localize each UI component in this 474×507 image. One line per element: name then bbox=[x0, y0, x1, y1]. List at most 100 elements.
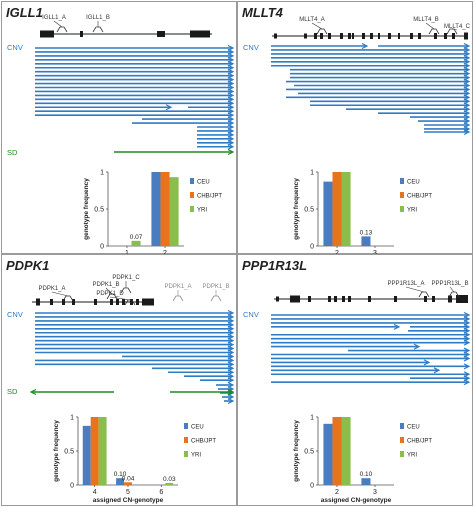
x-tick-label: 4 bbox=[93, 489, 97, 496]
legend-swatch bbox=[184, 437, 188, 443]
y-tick-label: 0.5 bbox=[64, 449, 74, 456]
gene-title: PDPK1 bbox=[6, 258, 50, 273]
x-tick-label: 2 bbox=[335, 250, 339, 255]
cnv-arrow-head bbox=[463, 128, 471, 136]
y-axis-label: genotype frequency bbox=[293, 178, 300, 240]
data-label: 0.03 bbox=[163, 476, 176, 483]
y-axis-label: genotype frequency bbox=[83, 178, 90, 240]
y-tick-label: 1 bbox=[100, 170, 104, 177]
legend-swatch bbox=[400, 192, 404, 198]
gene-exon bbox=[464, 32, 468, 40]
bar bbox=[169, 177, 179, 246]
legend-label: CEU bbox=[407, 180, 420, 186]
legend-swatch bbox=[400, 423, 404, 429]
gene-exon bbox=[130, 299, 133, 305]
cnv-label: CNV bbox=[7, 43, 23, 52]
bar bbox=[361, 236, 371, 246]
legend-label: YRI bbox=[407, 208, 417, 214]
legend-swatch bbox=[184, 451, 188, 457]
gene-exon bbox=[36, 298, 40, 306]
gene-exon bbox=[50, 299, 53, 305]
gene-exon bbox=[40, 30, 54, 38]
gene-exon bbox=[432, 296, 435, 302]
legend-label: YRI bbox=[191, 453, 201, 459]
x-tick-label: 2 bbox=[335, 489, 339, 496]
bar bbox=[323, 181, 333, 246]
data-label: 0.04 bbox=[122, 475, 135, 482]
legend-label: YRI bbox=[407, 453, 417, 459]
gene-title: PPP1R13L bbox=[242, 258, 308, 273]
gene-exon bbox=[80, 31, 83, 37]
probe-leader bbox=[109, 296, 131, 301]
panel-ppp1r13l: PPP1R13L PPP1R13L_A PPP1R13L_B CNV 0 0.5 1 gen… bbox=[237, 254, 473, 506]
cnv-arrow-head bbox=[423, 359, 431, 366]
cnv-arrow-head bbox=[463, 355, 471, 362]
gene-exon bbox=[328, 296, 331, 302]
legend-swatch bbox=[190, 206, 194, 212]
x-tick-label: 2 bbox=[163, 250, 167, 255]
cnv-arrow-head bbox=[433, 367, 441, 374]
cnv-arrow-head bbox=[393, 323, 401, 330]
bar bbox=[332, 172, 342, 246]
gene-exon bbox=[340, 33, 343, 39]
probe-bracket bbox=[172, 295, 184, 302]
gene-exon bbox=[434, 33, 437, 39]
gene-exon bbox=[378, 33, 380, 39]
gene-exon bbox=[320, 33, 323, 39]
probe-leader bbox=[449, 286, 455, 293]
probe-label: PDPK1_C bbox=[112, 275, 140, 281]
gene-exon bbox=[116, 299, 119, 305]
y-tick-label: 0 bbox=[100, 244, 104, 251]
data-label: 0.10 bbox=[114, 471, 127, 478]
x-axis-label: assigned CN-genotype bbox=[321, 497, 392, 504]
gene-exon bbox=[388, 33, 391, 39]
panel-mllt4: MLLT4 MLLT4_A MLLT4_B MLLT4_C CNV 0 0.5 1 genot… bbox=[237, 1, 473, 255]
y-tick-label: 1 bbox=[310, 415, 314, 422]
gene-exon bbox=[424, 296, 427, 302]
gene-exon bbox=[410, 33, 413, 39]
y-tick-label: 0.5 bbox=[304, 449, 314, 456]
sd-arrow-head bbox=[227, 388, 235, 396]
legend-swatch bbox=[190, 178, 194, 184]
gene-exon bbox=[314, 33, 317, 39]
panel-graphic: IGLL1_A IGLL1_B CNV SD 0 0.5 1 genotype frequen… bbox=[7, 15, 235, 255]
cnv-arrow-head bbox=[463, 379, 471, 386]
gene-exon bbox=[362, 33, 365, 39]
probe-label: PDPK1_A bbox=[164, 284, 191, 290]
legend-swatch bbox=[184, 423, 188, 429]
sd-label: SD bbox=[7, 148, 18, 157]
legend-label: CEU bbox=[197, 180, 210, 186]
gene-exon bbox=[276, 296, 279, 302]
probe-bracket bbox=[92, 26, 104, 33]
probe-bracket bbox=[56, 26, 68, 33]
gene-exon bbox=[348, 296, 351, 302]
bar bbox=[82, 425, 91, 485]
y-tick-label: 0 bbox=[310, 483, 314, 490]
y-axis-label: genotype frequency bbox=[53, 420, 60, 482]
bar bbox=[98, 417, 107, 485]
bar bbox=[116, 478, 125, 485]
cnv-arrow-head bbox=[413, 343, 421, 350]
gene-exon bbox=[308, 296, 311, 302]
probe-leader bbox=[105, 287, 113, 295]
probe-label: MLLT4_A bbox=[299, 17, 325, 23]
legend-label: CHB/JPT bbox=[197, 194, 222, 200]
legend-label: CHB/JPT bbox=[191, 439, 216, 445]
bar bbox=[160, 172, 170, 246]
bar bbox=[131, 240, 141, 246]
y-tick-label: 0.5 bbox=[94, 207, 104, 214]
x-tick-label: 5 bbox=[126, 489, 130, 496]
cnv-label: CNV bbox=[243, 43, 259, 52]
x-axis-label: assigned CN-genotype bbox=[93, 497, 164, 504]
bar bbox=[151, 172, 161, 246]
legend-swatch bbox=[190, 192, 194, 198]
cnv-arrow-head bbox=[227, 143, 235, 150]
y-tick-label: 1 bbox=[70, 415, 74, 422]
cnv-arrow-head bbox=[227, 397, 235, 405]
probe-label: PDPK1_B bbox=[92, 282, 119, 288]
legend-swatch bbox=[400, 437, 404, 443]
x-tick-label: 6 bbox=[159, 489, 163, 496]
gene-exon bbox=[274, 33, 277, 39]
legend-label: CHB/JPT bbox=[407, 194, 432, 200]
y-tick-label: 1 bbox=[310, 170, 314, 177]
